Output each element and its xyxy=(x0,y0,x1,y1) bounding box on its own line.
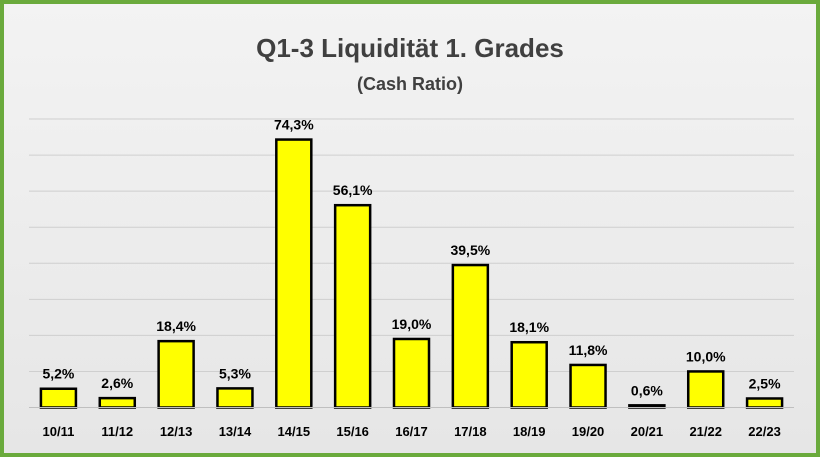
bar-21-22 xyxy=(686,370,725,409)
x-tick-label: 19/20 xyxy=(572,424,605,439)
x-tick-labels: 10/11 11/12 12/13 13/14 14/15 15/16 16/17 17/18… xyxy=(43,424,781,439)
x-tick-label: 11/12 xyxy=(101,424,133,439)
chart-subtitle: (Cash Ratio) xyxy=(357,74,463,94)
data-label: 19,0% xyxy=(392,316,432,332)
bar-15-16 xyxy=(333,203,372,409)
bar-17-18 xyxy=(451,263,490,409)
x-tick-label: 12/13 xyxy=(160,424,193,439)
bar-11-12 xyxy=(98,396,137,409)
data-label: 56,1% xyxy=(333,182,373,198)
bar-22-23 xyxy=(745,397,784,409)
data-label: 2,5% xyxy=(749,375,781,391)
x-tick-label: 21/22 xyxy=(689,424,722,439)
bar-chart: Q1-3 Liquidität 1. Grades (Cash Ratio) 5… xyxy=(29,33,794,439)
data-label: 0,6% xyxy=(631,382,663,398)
gridlines xyxy=(29,118,794,372)
data-label: 11,8% xyxy=(569,342,608,358)
x-tick-label: 10/11 xyxy=(43,424,75,439)
bar-12-13 xyxy=(157,339,195,409)
bar-13-14 xyxy=(216,387,254,409)
x-tick-label: 16/17 xyxy=(395,424,428,439)
x-tick-label: 18/19 xyxy=(513,424,546,439)
x-tick-label: 22/23 xyxy=(748,424,781,439)
x-tick-label: 17/18 xyxy=(454,424,487,439)
bar-10-11 xyxy=(39,387,78,409)
data-label: 18,1% xyxy=(509,319,549,335)
data-label: 18,4% xyxy=(156,318,196,334)
chart-title: Q1-3 Liquidität 1. Grades xyxy=(256,33,564,63)
x-tick-label: 15/16 xyxy=(336,424,369,439)
bar-18-19 xyxy=(510,340,548,409)
bar-19-20 xyxy=(569,363,607,409)
data-label: 10,0% xyxy=(686,348,726,364)
data-labels: 5,2% 2,6% 18,4% 5,3% 74,3% 56,1% 19,0% 39,5% 18,… xyxy=(42,117,781,399)
x-tick-label: 20/21 xyxy=(631,424,664,439)
x-tick-label: 14/15 xyxy=(278,424,311,439)
bar-14-15 xyxy=(275,138,313,409)
data-label: 5,3% xyxy=(219,365,251,381)
x-tick-label: 13/14 xyxy=(219,424,252,439)
bars xyxy=(39,138,784,409)
data-label: 5,2% xyxy=(42,366,74,382)
bar-16-17 xyxy=(392,337,431,409)
data-label: 39,5% xyxy=(450,242,490,258)
data-label: 74,3% xyxy=(274,117,314,133)
data-label: 2,6% xyxy=(101,375,133,391)
